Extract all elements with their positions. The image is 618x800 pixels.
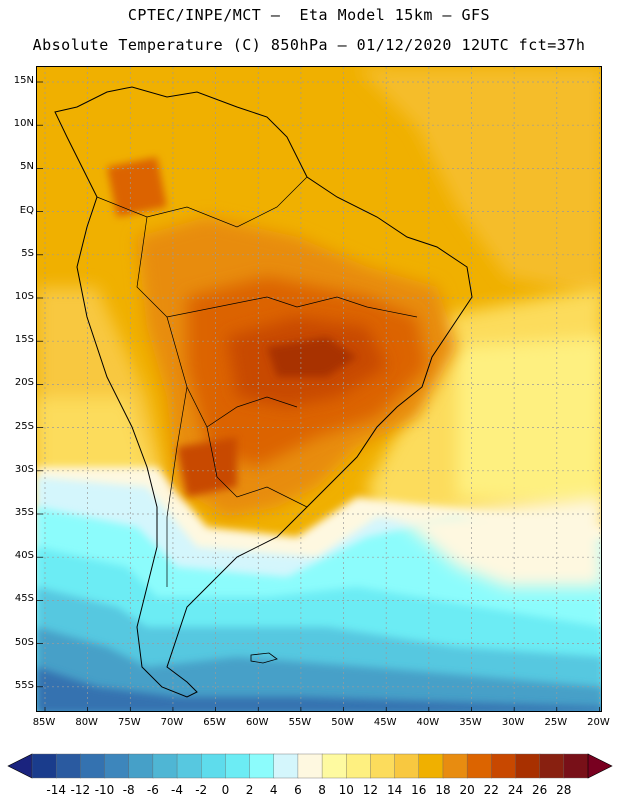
colorbar-segment [225, 753, 251, 779]
latitude-label: 30S [14, 463, 34, 475]
colorbar-label: 6 [294, 783, 302, 797]
country-borders [96, 176, 418, 587]
latitude-label: 35S [14, 507, 34, 518]
colorbar-segment [466, 753, 493, 779]
colorbar-label: -14 [46, 783, 66, 797]
latitude-label: EQ [19, 204, 34, 216]
colorbar-label: -2 [195, 783, 208, 797]
colorbar-label: 26 [532, 783, 548, 797]
longitude-label: 25W [544, 717, 568, 728]
colorbar-label: 20 [459, 783, 475, 797]
colorbar-segment [273, 753, 299, 779]
latitude-label: 5S [21, 247, 34, 259]
longitude-label: 35W [459, 717, 482, 728]
colorbar-label: -8 [122, 783, 135, 797]
colorbar-segment [152, 753, 178, 779]
colorbar-segment [201, 753, 227, 779]
colorbar-segment [491, 753, 517, 779]
colorbar-label: -4 [171, 783, 184, 797]
temperature-map [36, 66, 602, 712]
colorbar-label: 18 [435, 783, 451, 797]
colombia-hot [107, 157, 167, 217]
longitude-label: 30W [501, 717, 525, 728]
atlantic-light-band [457, 337, 601, 507]
latitude-label: 25S [14, 420, 34, 432]
latitude-label: 15N [13, 75, 34, 86]
colorbar-segment [515, 753, 541, 779]
colorbar-label: 16 [411, 783, 427, 797]
colorbar-label: -6 [146, 783, 159, 797]
colorbar-label: -12 [70, 783, 91, 797]
colorbar-segment [394, 753, 420, 779]
map-subtitle: Absolute Temperature (C) 850hPa – 01/12/… [32, 36, 586, 54]
latitude-label: 10S [14, 291, 34, 302]
longitude-label: 60W [245, 717, 269, 728]
cool-band-minus8 [37, 667, 601, 711]
continent-hottest [267, 337, 357, 377]
coastline [54, 86, 473, 698]
colorbar-segment [297, 753, 323, 779]
colorbar-segment [31, 753, 57, 779]
colorbar-label: 22 [483, 783, 499, 797]
colorbar-label: 10 [338, 783, 354, 797]
latitude-label: 55S [14, 679, 34, 691]
longitude-label: 20W [587, 717, 610, 728]
longitude-label: 65W [203, 717, 226, 728]
falklands [250, 652, 278, 664]
colorbar-segment [104, 753, 130, 779]
colorbar-segment [321, 753, 347, 779]
map-title: CPTEC/INPE/MCT – Eta Model 15km – GFS [127, 6, 491, 24]
ocean-north [357, 67, 601, 297]
longitude-label: 45W [373, 717, 397, 728]
colorbar-segment [442, 753, 468, 779]
colorbar-label: 28 [556, 783, 572, 797]
latitude-label: 45S [14, 593, 34, 605]
latitude-label: 15S [14, 334, 34, 346]
colorbar-label: -10 [94, 783, 115, 797]
colorbar-segment [128, 753, 154, 779]
longitude-label: 70W [160, 717, 184, 728]
colorbar-label: 8 [318, 783, 326, 797]
longitude-label: 85W [32, 717, 56, 728]
colorbar-label: 12 [362, 783, 379, 797]
colorbar-high-arrow [587, 753, 613, 779]
atlantic-warm-remnant [397, 497, 601, 587]
longitude-label: 50W [331, 717, 354, 728]
colorbar [7, 753, 613, 779]
colorbar-label: 14 [386, 783, 403, 797]
colorbar-segment [176, 753, 202, 779]
colorbar-segment [249, 753, 275, 779]
colorbar-segment [418, 753, 444, 779]
latitude-label: 50S [14, 636, 34, 648]
graticule [37, 67, 601, 711]
longitude-label: 75W [117, 717, 141, 728]
latitude-label: 10N [13, 118, 34, 130]
colorbar-segment [80, 753, 106, 779]
colorbar-label: 2 [245, 783, 254, 797]
longitude-label: 80W [75, 717, 98, 728]
colorbar-segment [346, 753, 372, 779]
colorbar-segment [539, 753, 565, 779]
cool-band-minus4 [37, 627, 601, 711]
colorbar-low-arrow [7, 753, 33, 779]
colorbar-segment [370, 753, 396, 779]
colorbar-label: 0 [221, 783, 230, 797]
longitude-label: 40W [416, 717, 440, 728]
colorbar-segment [563, 753, 589, 779]
colorbar-segment [55, 753, 82, 779]
pacific-yellow [37, 397, 157, 487]
colorbar-label: 4 [269, 783, 278, 797]
longitude-label: 55W [288, 717, 312, 728]
latitude-label: 40S [14, 550, 34, 562]
latitude-label: 5N [20, 161, 34, 173]
latitude-label: 20S [14, 377, 34, 389]
colorbar-label: 24 [507, 783, 524, 797]
